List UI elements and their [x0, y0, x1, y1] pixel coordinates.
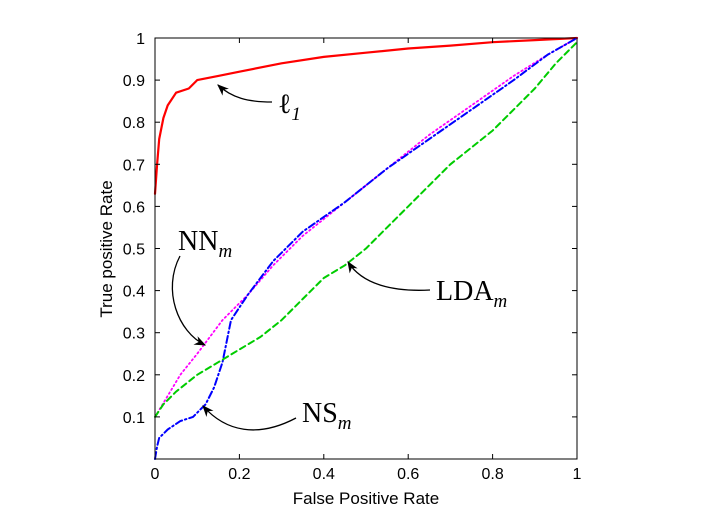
x-tick-label: 0 [151, 466, 160, 483]
y-tick-label: 0.8 [123, 115, 145, 132]
annotation-ns-m: NSm [202, 398, 352, 434]
annotation-label: NSm [302, 398, 352, 434]
annotation-main: ℓ [278, 89, 291, 120]
series-line-l-1 [153, 36, 579, 195]
y-tick-label: 0.9 [123, 73, 145, 90]
annotation-lda-m: LDAm [347, 261, 507, 312]
series-line-ns-m [154, 37, 578, 460]
annotation-arrow [217, 84, 273, 103]
annotation-label: NNm [178, 226, 232, 262]
x-tick-label: 0.2 [228, 466, 250, 483]
annotation-subscript: m [218, 241, 232, 262]
annotation-main: LDA [436, 276, 494, 307]
series-line-lda-m [154, 41, 578, 418]
y-tick-label: 1 [136, 31, 145, 48]
y-tick-label: 0.1 [123, 410, 145, 427]
y-tick-label: 0.2 [123, 368, 145, 385]
annotation-subscript: m [338, 413, 352, 434]
annotation-label: LDAm [436, 276, 507, 312]
y-tick-label: 0.7 [123, 157, 145, 174]
y-tick-label: 0.4 [123, 284, 145, 301]
x-tick-label: 1 [573, 466, 582, 483]
annotation-arrow [171, 255, 207, 346]
x-tick-label: 0.4 [313, 466, 335, 483]
y-tick-label: 0.3 [123, 326, 145, 343]
y-axis-title: True positive Rate [97, 180, 116, 317]
ticks-layer: 0 0.2 0.4 0.6 0.8 1 0.1 0.2 0.3 0.4 0.5 0.6 0.7 0.8 0.… [123, 31, 582, 483]
series-line-nn-m [154, 37, 578, 418]
annotation-subscript: m [494, 291, 508, 312]
y-tick-label: 0.6 [123, 199, 145, 216]
annotation-main: NS [302, 398, 338, 429]
annotation-subscript: 1 [291, 104, 301, 125]
annotation-l-1: ℓ1 [217, 84, 301, 125]
x-axis-title: False Positive Rate [293, 489, 439, 508]
y-tick-label: 0.5 [123, 242, 145, 259]
x-tick-label: 0.6 [397, 466, 419, 483]
annotation-arrow [347, 261, 431, 291]
x-tick-label: 0.8 [481, 466, 503, 483]
annotation-arrow [202, 405, 297, 431]
series-layer [153, 36, 579, 460]
annotation-main: NN [178, 226, 218, 257]
annotation-nn-m: NNm [171, 226, 232, 346]
annotation-label: ℓ1 [278, 89, 301, 125]
